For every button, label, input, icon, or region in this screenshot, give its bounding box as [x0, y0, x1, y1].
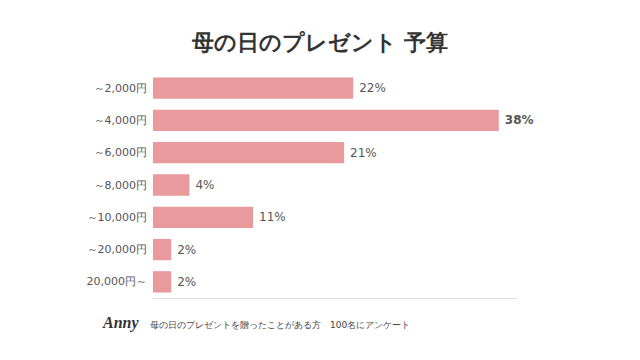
svg-text:11%: 11%: [259, 210, 286, 224]
svg-text:20,000円～: 20,000円～: [87, 275, 148, 288]
svg-text:～4,000円: ～4,000円: [94, 114, 148, 127]
svg-text:～20,000円: ～20,000円: [87, 243, 148, 256]
svg-text:母の日のプレゼント 予算: 母の日のプレゼント 予算: [191, 30, 449, 55]
svg-text:2%: 2%: [177, 275, 196, 289]
svg-text:～2,000円: ～2,000円: [94, 82, 148, 95]
svg-text:Anny: Anny: [102, 314, 139, 332]
svg-text:～10,000円: ～10,000円: [87, 211, 148, 224]
svg-text:～6,000円: ～6,000円: [94, 146, 148, 159]
svg-text:22%: 22%: [359, 81, 386, 95]
svg-text:4%: 4%: [195, 178, 214, 192]
svg-text:38%: 38%: [505, 113, 534, 127]
svg-text:母の日のプレゼントを贈ったことがある方 100名にアンケート: 母の日のプレゼントを贈ったことがある方 100名にアンケート: [150, 320, 410, 330]
svg-text:～8,000円: ～8,000円: [94, 179, 148, 192]
svg-text:21%: 21%: [350, 146, 377, 160]
svg-text:2%: 2%: [177, 243, 196, 257]
